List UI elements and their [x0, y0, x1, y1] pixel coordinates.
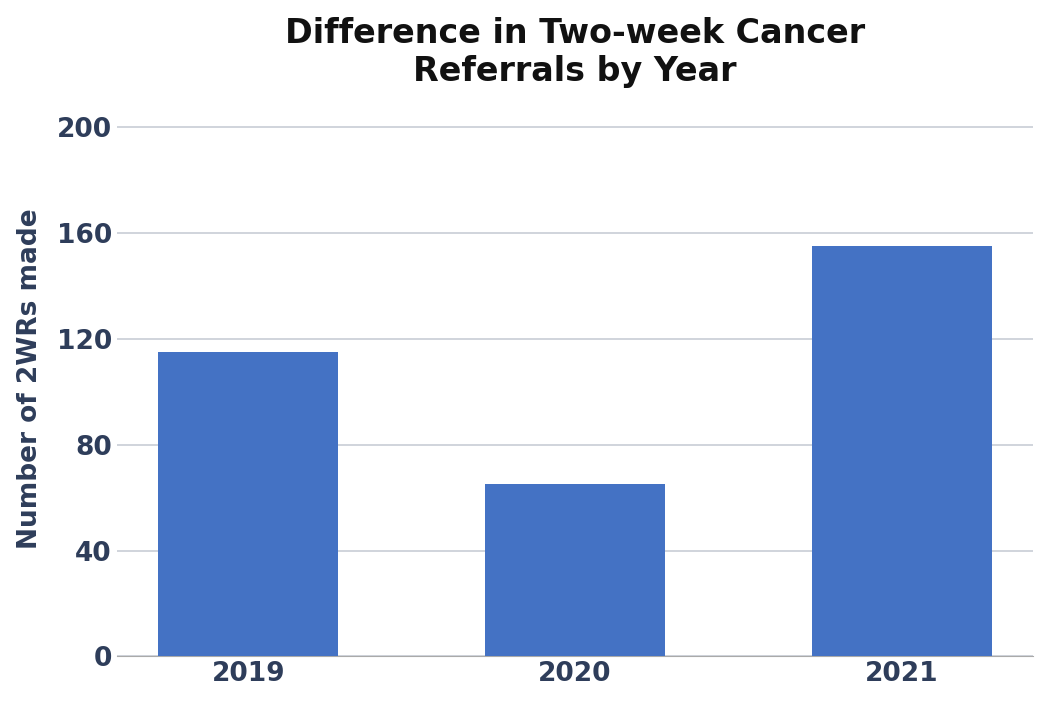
Title: Difference in Two-week Cancer
Referrals by Year: Difference in Two-week Cancer Referrals …: [285, 17, 865, 88]
Bar: [159, 352, 338, 656]
Bar: [812, 246, 991, 656]
Bar: [485, 484, 665, 656]
Y-axis label: Number of 2WRs made: Number of 2WRs made: [17, 208, 43, 548]
